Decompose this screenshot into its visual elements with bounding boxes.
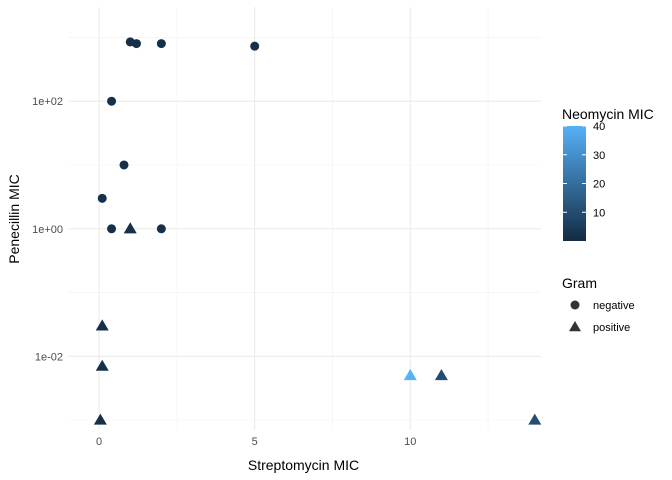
y-tick-label: 1e+00 [32,224,63,236]
colorbar-tick-label: 10 [593,207,605,219]
y-tick-label: 1e+02 [32,96,63,108]
shape-legend-entries: negative positive [569,300,635,334]
y-axis-title: Penecillin MIC [6,174,22,263]
data-point-negative [97,193,107,203]
shape-legend: Gram negative positive [562,275,635,334]
data-point-negative [107,96,117,106]
colorbar-legend: Neomycin MIC 10 20 30 40 [562,106,654,241]
data-point-positive [95,359,109,371]
colorbar-title: Neomycin MIC [562,106,654,122]
x-axis-title: Streptomycin MIC [248,457,359,473]
x-tick-label: 10 [404,436,416,448]
data-point-negative [250,41,260,51]
data-point-negative [131,39,141,49]
data-point-negative [156,224,166,234]
x-tick-label: 0 [96,436,102,448]
data-point-positive [403,369,417,381]
colorbar-tick-label: 30 [593,150,605,162]
x-tick-label: 5 [252,436,258,448]
colorbar-ticks: 10 20 30 40 [563,121,605,219]
data-point-positive [95,319,109,331]
legend-triangle-icon [569,321,581,332]
data-point-positive [528,413,542,425]
shape-legend-label: negative [593,300,635,312]
colorbar-tick-label: 20 [593,179,605,191]
data-point-positive [93,413,107,425]
data-points [93,37,542,425]
y-axis-ticks: 1e+02 1e+00 1e-02 [32,96,63,363]
shape-legend-label: positive [593,322,630,334]
legend-circle-icon [570,300,580,310]
colorbar-tick-label: 40 [593,121,605,133]
grid-lines [68,7,541,430]
colorbar-gradient [563,126,586,241]
data-point-positive [434,369,448,381]
x-axis-ticks: 0 5 10 [96,436,416,448]
shape-legend-title: Gram [562,275,597,291]
y-tick-label: 1e-02 [35,351,63,363]
data-point-positive [123,222,137,234]
data-point-negative [107,224,117,234]
data-point-negative [119,160,129,170]
data-point-negative [156,39,166,49]
